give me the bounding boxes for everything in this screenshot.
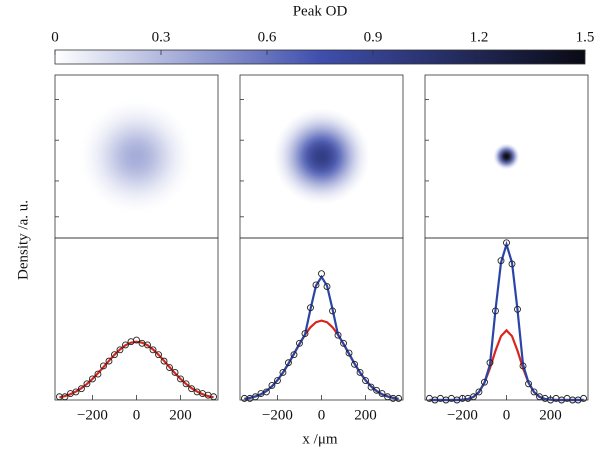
data-point bbox=[497, 257, 505, 265]
data-point bbox=[88, 375, 96, 383]
data-point bbox=[94, 370, 102, 378]
data-point bbox=[171, 369, 179, 376]
data-point bbox=[503, 239, 510, 247]
data-point bbox=[290, 351, 298, 359]
data-point bbox=[318, 270, 325, 278]
data-point bbox=[301, 330, 309, 338]
data-point bbox=[378, 390, 386, 397]
data-point bbox=[111, 351, 118, 359]
data-point bbox=[340, 339, 347, 347]
colorbar-title: Peak OD bbox=[293, 3, 348, 19]
data-point bbox=[155, 351, 162, 359]
colorbar-tick-label: 0 bbox=[51, 29, 59, 45]
colorbar-tick-label: 1.5 bbox=[576, 29, 595, 45]
data-point bbox=[279, 369, 287, 376]
data-point bbox=[133, 336, 140, 344]
colorbar-tick-label: 0.6 bbox=[258, 29, 277, 45]
x-tick-label: −200 bbox=[262, 407, 293, 423]
fit-line bbox=[429, 240, 584, 402]
fit-line bbox=[59, 340, 214, 399]
data-point bbox=[296, 339, 303, 347]
data-point bbox=[569, 396, 577, 404]
data-point bbox=[323, 283, 331, 291]
data-point bbox=[486, 359, 494, 367]
data-point bbox=[334, 331, 342, 339]
data-point bbox=[470, 393, 477, 401]
data-point bbox=[100, 362, 107, 370]
data-point bbox=[389, 394, 397, 402]
data-point bbox=[273, 377, 281, 385]
data-point bbox=[362, 377, 370, 385]
data-point bbox=[262, 388, 270, 396]
data-point bbox=[395, 394, 403, 402]
profile-frame bbox=[424, 237, 589, 401]
data-point bbox=[367, 383, 375, 391]
x-tick-label: 0 bbox=[503, 407, 511, 423]
cloud-image bbox=[273, 108, 370, 205]
data-point bbox=[514, 305, 521, 313]
cloud-image bbox=[493, 143, 520, 170]
data-point bbox=[345, 349, 353, 357]
x-axis-label: x /μm bbox=[302, 431, 337, 447]
data-point bbox=[508, 260, 516, 268]
cloud-image bbox=[79, 99, 194, 214]
colorbar-tick-label: 0.3 bbox=[152, 29, 171, 45]
data-point bbox=[475, 388, 483, 396]
x-tick-label: 0 bbox=[318, 407, 326, 423]
data-point bbox=[481, 378, 488, 386]
x-tick-label: −200 bbox=[77, 407, 108, 423]
x-tick-label: 200 bbox=[354, 407, 377, 423]
data-point bbox=[240, 394, 248, 402]
data-point bbox=[61, 393, 69, 401]
data-point bbox=[182, 380, 190, 388]
data-point bbox=[72, 388, 80, 396]
data-point bbox=[188, 385, 196, 393]
data-point bbox=[312, 281, 320, 289]
data-point bbox=[55, 393, 63, 401]
data-point bbox=[160, 357, 168, 365]
data-point bbox=[268, 381, 276, 389]
data-point bbox=[105, 357, 113, 365]
colorbar bbox=[54, 49, 586, 65]
profile-frame bbox=[239, 237, 404, 401]
data-point bbox=[83, 380, 91, 388]
fit-line bbox=[244, 274, 399, 400]
colorbar-tick-label: 1.2 bbox=[470, 29, 489, 45]
data-point bbox=[210, 393, 218, 401]
data-point bbox=[329, 307, 336, 315]
data-point bbox=[530, 388, 538, 396]
data-point bbox=[356, 369, 364, 376]
data-point bbox=[458, 394, 466, 402]
x-tick-label: −200 bbox=[447, 407, 478, 423]
data-point bbox=[373, 386, 381, 394]
profile-frame bbox=[54, 237, 219, 401]
data-point bbox=[251, 393, 259, 401]
data-point bbox=[77, 385, 85, 393]
data-point bbox=[166, 364, 173, 372]
data-point bbox=[116, 346, 124, 354]
data-point bbox=[285, 359, 292, 367]
y-axis-label: Density /a. u. bbox=[15, 200, 31, 280]
data-point bbox=[177, 375, 185, 383]
data-point bbox=[580, 394, 588, 402]
data-point bbox=[144, 341, 151, 349]
x-tick-label: 0 bbox=[133, 407, 141, 423]
data-point bbox=[351, 360, 358, 368]
fit-line bbox=[429, 328, 584, 402]
data-point bbox=[519, 362, 527, 370]
x-tick-label: 200 bbox=[539, 407, 562, 423]
data-point bbox=[122, 341, 129, 349]
x-tick-label: 200 bbox=[169, 407, 192, 423]
data-point bbox=[149, 346, 157, 354]
data-point bbox=[492, 307, 499, 315]
data-point bbox=[307, 304, 314, 312]
data-point bbox=[525, 380, 532, 388]
colorbar-tick-label: 0.9 bbox=[364, 29, 383, 45]
